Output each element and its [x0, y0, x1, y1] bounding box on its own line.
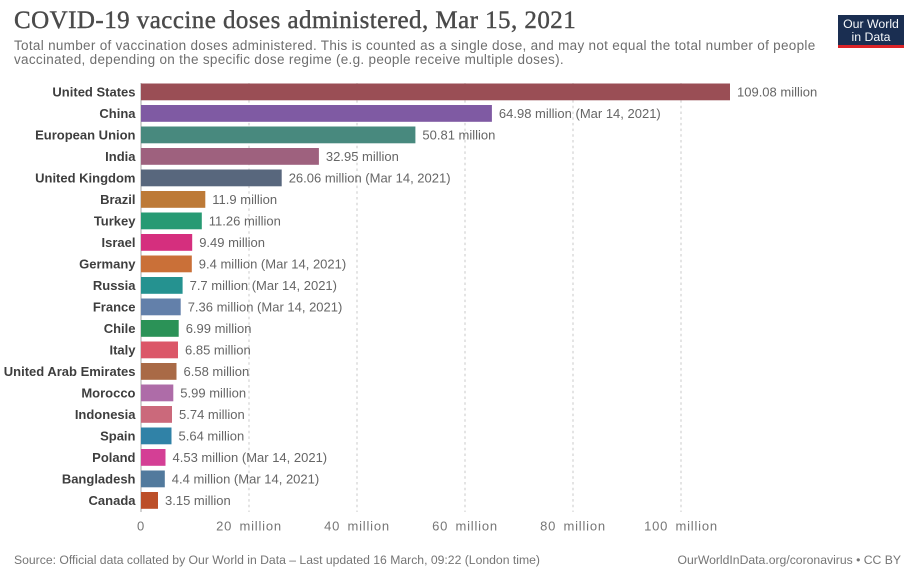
svg-text:United Kingdom: United Kingdom: [35, 170, 135, 185]
svg-text:Bangladesh: Bangladesh: [62, 471, 136, 486]
svg-text:109.08 million: 109.08 million: [737, 84, 817, 99]
svg-text:5.74 million: 5.74 million: [179, 407, 245, 422]
svg-text:7.36 million (Mar 14, 2021): 7.36 million (Mar 14, 2021): [188, 299, 343, 314]
svg-text:9.49 million: 9.49 million: [199, 235, 265, 250]
svg-text:Israel: Israel: [102, 235, 136, 250]
svg-text:26.06 million (Mar 14, 2021): 26.06 million (Mar 14, 2021): [289, 170, 451, 185]
svg-text:0: 0: [137, 519, 145, 534]
svg-text:India: India: [105, 149, 136, 164]
svg-text:11.9 million: 11.9 million: [212, 192, 277, 207]
svg-text:4.4 million (Mar 14, 2021): 4.4 million (Mar 14, 2021): [172, 471, 319, 486]
svg-text:6.99 million: 6.99 million: [186, 321, 252, 336]
svg-text:100 million: 100 million: [644, 519, 718, 534]
svg-text:Morocco: Morocco: [81, 385, 135, 400]
svg-text:United States: United States: [52, 84, 135, 99]
svg-text:France: France: [93, 299, 136, 314]
svg-text:80 million: 80 million: [540, 519, 606, 534]
svg-text:20 million: 20 million: [216, 519, 282, 534]
svg-text:European Union: European Union: [35, 127, 135, 142]
svg-text:Brazil: Brazil: [100, 192, 135, 207]
svg-text:6.85 million: 6.85 million: [185, 342, 251, 357]
svg-text:64.98 million (Mar 14, 2021): 64.98 million (Mar 14, 2021): [499, 106, 661, 121]
svg-text:Chile: Chile: [104, 321, 136, 336]
svg-text:5.64 million: 5.64 million: [179, 428, 245, 443]
svg-text:40 million: 40 million: [324, 519, 390, 534]
svg-text:50.81 million: 50.81 million: [422, 127, 495, 142]
svg-text:11.26 million: 11.26 million: [209, 213, 281, 228]
svg-text:6.58 million: 6.58 million: [184, 364, 250, 379]
svg-text:Spain: Spain: [100, 428, 135, 443]
svg-text:Poland: Poland: [92, 450, 135, 465]
svg-text:Canada: Canada: [89, 493, 137, 508]
svg-text:3.15 million: 3.15 million: [165, 493, 231, 508]
svg-text:4.53 million (Mar 14, 2021): 4.53 million (Mar 14, 2021): [173, 450, 328, 465]
svg-text:9.4 million (Mar 14, 2021): 9.4 million (Mar 14, 2021): [199, 256, 346, 271]
svg-text:Turkey: Turkey: [94, 213, 136, 228]
svg-text:Indonesia: Indonesia: [75, 407, 136, 422]
svg-text:United Arab Emirates: United Arab Emirates: [4, 364, 136, 379]
svg-text:32.95 million: 32.95 million: [326, 149, 399, 164]
svg-text:5.99 million: 5.99 million: [180, 385, 246, 400]
svg-text:Italy: Italy: [109, 342, 136, 357]
svg-text:7.7 million (Mar 14, 2021): 7.7 million (Mar 14, 2021): [190, 278, 337, 293]
svg-text:China: China: [99, 106, 136, 121]
svg-text:Russia: Russia: [93, 278, 136, 293]
svg-text:Germany: Germany: [79, 256, 136, 271]
svg-text:60 million: 60 million: [432, 519, 498, 534]
